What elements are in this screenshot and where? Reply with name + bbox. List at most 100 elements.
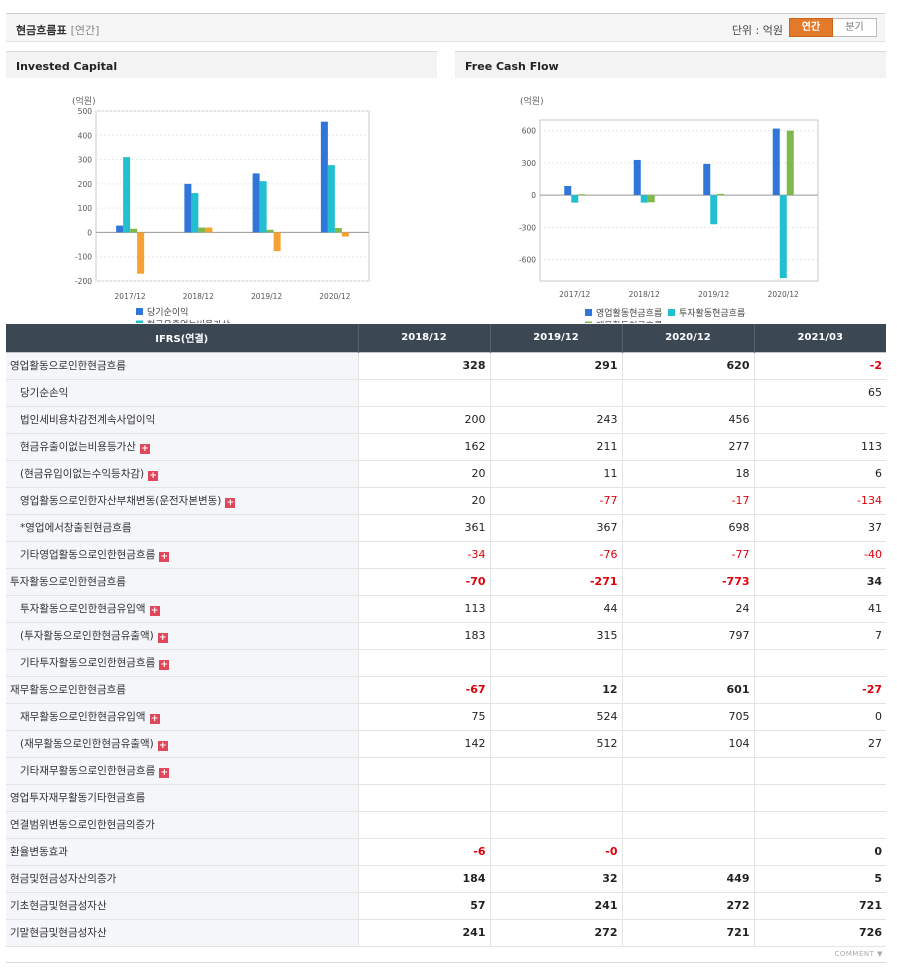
table-cell: -77 <box>622 541 755 569</box>
table-cell: 721 <box>754 891 886 920</box>
table-cell: 211 <box>490 433 623 461</box>
expand-icon[interactable]: + <box>225 498 236 508</box>
table-cell: 361 <box>358 514 491 542</box>
table-header-row: IFRS(연결) 2018/12 2019/12 2020/12 2021/03 <box>6 324 886 352</box>
table-cell: 162 <box>358 433 491 461</box>
row-label: 기초현금및현금성자산 <box>6 891 359 920</box>
table-row: 법인세비용차감전계속사업이익 200 243 456 <box>6 406 886 434</box>
table-cell: -17 <box>622 487 755 515</box>
table-cell: 183 <box>358 622 491 650</box>
table-cell: 75 <box>358 703 491 731</box>
table-cell <box>622 783 755 812</box>
row-label-text: 법인세비용차감전계속사업이익 <box>20 414 156 426</box>
table-cell: 726 <box>754 918 886 947</box>
row-label: 연결범위변동으로인한현금의증가 <box>6 810 359 839</box>
table-cell: -67 <box>358 675 491 704</box>
legend-label: 재무활동현금흐름 <box>596 320 662 324</box>
table-row: (현금유입이없는수익등차감) +20 11 18 6 <box>6 460 886 488</box>
legend-swatch <box>136 308 143 315</box>
x-tick-label: 2020/12 <box>768 290 799 299</box>
table-cell <box>358 783 491 812</box>
expand-icon[interactable]: + <box>157 633 168 643</box>
row-label[interactable]: 영업활동으로인한자산부채변동(운전자본변동) + <box>6 487 359 515</box>
row-label[interactable]: 기타재무활동으로인한현금흐름 + <box>6 757 359 785</box>
row-label[interactable]: (재무활동으로인한현금유출액) + <box>6 730 359 758</box>
table-row: 재무활동으로인한현금유입액 +75 524 705 0 <box>6 703 886 731</box>
row-label-text: 영업활동으로인한현금흐름 <box>10 360 126 372</box>
comment-toggle[interactable]: COMMENT ▼ <box>834 950 883 958</box>
expand-icon[interactable]: + <box>149 606 160 616</box>
table-cell: 65 <box>754 379 886 407</box>
row-label: 영업활동으로인한현금흐름 <box>6 351 359 380</box>
table-cell: 104 <box>622 730 755 758</box>
expand-icon[interactable]: + <box>159 660 170 670</box>
table-cell <box>622 379 755 407</box>
row-label[interactable]: 투자활동으로인한현금유입액 + <box>6 595 359 623</box>
row-label[interactable]: 기타영업활동으로인한현금흐름 + <box>6 541 359 569</box>
bar <box>273 232 281 252</box>
bar <box>772 128 780 196</box>
expand-icon[interactable]: + <box>148 471 159 481</box>
header-2020-12: 2020/12 <box>622 324 755 352</box>
bar <box>191 193 199 233</box>
table-cell <box>490 783 623 812</box>
table-cell: 456 <box>622 406 755 434</box>
table-row: 현금및현금성자산의증가 184 32 449 5 <box>6 864 886 893</box>
table-row: 영업투자재무활동기타현금흐름 <box>6 783 886 812</box>
cash-flow-header-bar: 현금흐름표 [연간] 단위 : 억원 연간 분기 <box>6 13 885 42</box>
y-tick-label: 200 <box>78 180 93 189</box>
table-cell: 272 <box>490 918 623 947</box>
row-label: 투자활동으로인한현금흐름 <box>6 567 359 596</box>
table-row: 환율변동효과 -6 -0 0 <box>6 837 886 866</box>
row-label[interactable]: 기타투자활동으로인한현금흐름 + <box>6 649 359 677</box>
y-axis-label: (억원) <box>72 95 96 107</box>
expand-icon[interactable]: + <box>157 741 168 751</box>
row-label[interactable]: 현금유출이없는비용등가산 + <box>6 433 359 461</box>
table-row: 연결범위변동으로인한현금의증가 <box>6 810 886 839</box>
table-cell: 797 <box>622 622 755 650</box>
x-tick-label: 2019/12 <box>251 292 282 301</box>
expand-icon[interactable]: + <box>139 444 150 454</box>
expand-icon[interactable]: + <box>159 768 170 778</box>
bar <box>327 165 335 233</box>
table-cell: 11 <box>490 460 623 488</box>
header-2021-03: 2021/03 <box>754 324 886 352</box>
expand-icon[interactable]: + <box>149 714 160 724</box>
y-tick-label: -300 <box>519 223 536 232</box>
table-cell: 698 <box>622 514 755 542</box>
row-label-text: (투자활동으로인한현금유출액) <box>20 630 154 642</box>
row-label[interactable]: (투자활동으로인한현금유출액) + <box>6 622 359 650</box>
row-label-text: 기말현금및현금성자산 <box>10 927 107 939</box>
row-label-text: (재무활동으로인한현금유출액) <box>20 738 154 750</box>
bar <box>647 195 655 203</box>
quarterly-toggle-button[interactable]: 분기 <box>833 18 877 37</box>
table-cell: -773 <box>622 567 755 596</box>
bar <box>320 121 328 233</box>
row-label: *영업에서창출된현금흐름 <box>6 514 359 542</box>
table-row: 기타투자활동으로인한현금흐름 + <box>6 649 886 677</box>
table-row: 기타영업활동으로인한현금흐름 + -34 -76 -77 -40 <box>6 541 886 569</box>
section-title-text: 현금흐름표 <box>16 24 67 37</box>
bar <box>252 173 260 233</box>
table-cell: 18 <box>622 460 755 488</box>
row-label[interactable]: (현금유입이없는수익등차감) + <box>6 460 359 488</box>
bar <box>710 195 718 225</box>
annual-toggle-button[interactable]: 연간 <box>789 18 833 37</box>
expand-icon[interactable]: + <box>159 552 170 562</box>
row-label: 현금및현금성자산의증가 <box>6 864 359 893</box>
row-label-text: 투자활동으로인한현금흐름 <box>10 576 126 588</box>
row-label-text: 영업투자재무활동기타현금흐름 <box>10 792 146 804</box>
comment-label: COMMENT <box>834 950 875 958</box>
table-cell <box>358 810 491 839</box>
row-label: 당기순손익 <box>6 379 359 407</box>
table-cell <box>754 406 886 434</box>
row-label[interactable]: 재무활동으로인한현금유입액 + <box>6 703 359 731</box>
free-cash-flow-panel: Free Cash Flow (억원) 600 300 0 -300 -600 2017/1… <box>455 51 886 323</box>
row-label-text: 기타영업활동으로인한현금흐름 <box>20 549 156 561</box>
table-cell: 0 <box>754 703 886 731</box>
table-cell <box>358 757 491 785</box>
table-cell: 12 <box>490 675 623 704</box>
table-cell: -271 <box>490 567 623 596</box>
table-cell <box>622 837 755 866</box>
table-row: 기초현금및현금성자산 57 241 272 721 <box>6 891 886 920</box>
